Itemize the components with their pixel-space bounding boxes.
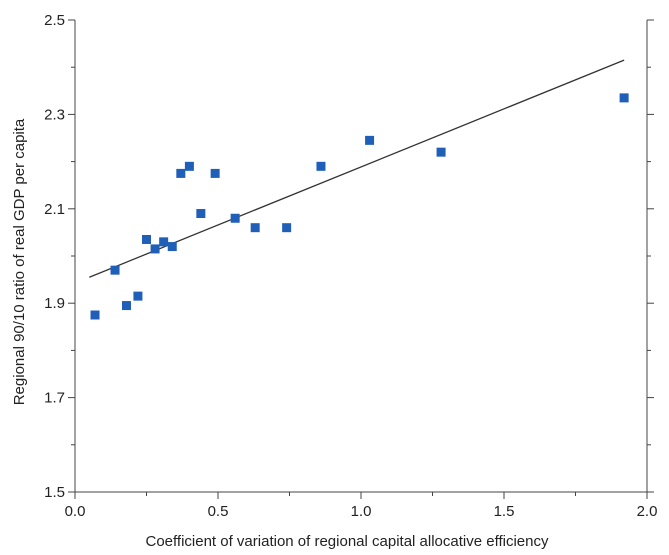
data-point xyxy=(167,242,177,252)
data-points xyxy=(90,93,629,320)
data-point xyxy=(619,93,629,103)
trendline-layer xyxy=(89,59,625,278)
axis-ticks xyxy=(68,19,654,499)
data-point xyxy=(316,161,326,171)
y-tick-label: 2.1 xyxy=(44,201,65,218)
trendline xyxy=(89,59,625,278)
y-tick-label: 1.5 xyxy=(44,484,65,501)
x-tick-label: 1.5 xyxy=(494,503,515,520)
x-tick-label: 1.0 xyxy=(351,503,372,520)
y-tick-label: 2.3 xyxy=(44,106,65,123)
data-point xyxy=(110,265,120,275)
data-point xyxy=(210,168,220,178)
x-tick-label: 2.0 xyxy=(637,503,658,520)
data-point xyxy=(133,291,143,301)
data-point xyxy=(184,161,194,171)
data-point xyxy=(159,237,169,247)
data-point xyxy=(436,147,446,157)
data-point xyxy=(142,234,151,244)
y-tick-label: 2.5 xyxy=(44,12,65,29)
y-axis-title: Regional 90/10 ratio of real GDP per cap… xyxy=(11,118,28,405)
data-point xyxy=(365,135,375,145)
x-tick-label: 0.0 xyxy=(65,503,86,520)
data-point xyxy=(196,209,206,219)
x-axis-title: Coefficient of variation of regional cap… xyxy=(145,533,549,550)
data-point xyxy=(176,168,186,178)
data-point xyxy=(230,213,240,223)
y-tick-label: 1.9 xyxy=(44,295,65,312)
x-tick-label: 0.5 xyxy=(208,503,229,520)
axes-frame xyxy=(74,20,648,493)
data-point xyxy=(90,310,100,320)
data-point xyxy=(150,244,160,254)
axis-tick-labels: 1.5 1.7 1.9 2.1 2.3 2.5 0.0 0.5 1.0 1.5 2.0 xyxy=(44,12,657,520)
data-point xyxy=(121,301,131,311)
y-tick-label: 1.7 xyxy=(44,390,65,407)
data-point xyxy=(250,223,260,233)
data-point xyxy=(282,223,292,233)
